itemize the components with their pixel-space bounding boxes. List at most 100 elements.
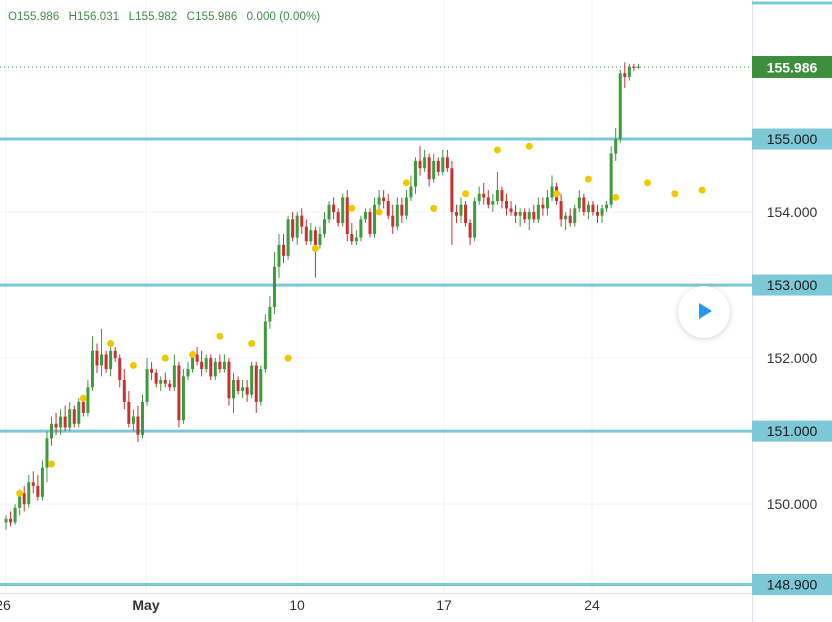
candle [327, 201, 331, 223]
candle-body [245, 387, 249, 395]
candle-body [118, 358, 122, 381]
candle [177, 361, 181, 428]
candle [614, 128, 618, 161]
candle-body [523, 212, 527, 220]
candle [45, 431, 49, 483]
candle [195, 347, 199, 366]
candle [414, 157, 417, 194]
candle [432, 153, 436, 183]
marker-dot [48, 460, 55, 468]
candle-body [427, 157, 431, 180]
candle-body [291, 219, 295, 238]
time-axis[interactable]: 26 May 10 17 24 [0, 593, 752, 622]
change-value: 0.000 (0.00%) [246, 11, 321, 23]
candle [596, 204, 599, 223]
candle-body [282, 244, 286, 256]
candle [200, 350, 204, 377]
candle-body [304, 226, 308, 242]
candle [345, 190, 349, 242]
candle [259, 365, 263, 406]
candle [359, 215, 363, 242]
price-axis-bg [752, 0, 832, 622]
candle-body [545, 197, 549, 209]
candle [304, 219, 308, 245]
candle [486, 190, 490, 209]
candle [136, 405, 140, 443]
candle [245, 380, 249, 402]
candle-body [13, 507, 17, 523]
candle [309, 222, 313, 245]
price-axis[interactable]: 148.900 150.000 151.000 152.000 153.000 154.0… [752, 0, 832, 622]
candle-body [541, 204, 545, 209]
candle [464, 201, 468, 227]
close-value: C155.986 [186, 11, 238, 23]
candle [505, 193, 508, 216]
candle [172, 354, 176, 391]
candle [186, 361, 190, 381]
candle-body [232, 380, 235, 399]
candle [427, 153, 431, 187]
candle-body [177, 365, 181, 421]
marker-dot [584, 175, 592, 183]
candle [573, 204, 577, 227]
candle-body [209, 358, 213, 377]
candle [204, 354, 208, 373]
candle [218, 354, 222, 373]
candle-body [450, 168, 454, 213]
candle-body [218, 361, 222, 370]
candle-body [168, 383, 172, 388]
last-price-bg [752, 55, 832, 78]
candle-body [68, 409, 72, 428]
candle-body [473, 201, 477, 238]
candle-body [222, 361, 226, 370]
candle [159, 376, 163, 391]
candle-body [204, 358, 208, 370]
candle [318, 226, 322, 249]
candle-body [40, 467, 44, 497]
candle-body [354, 237, 358, 242]
candle [168, 380, 172, 391]
candle-body [400, 204, 404, 216]
candle-body [632, 66, 636, 68]
candle-body [90, 350, 94, 388]
candle [181, 369, 185, 424]
candle [286, 215, 290, 260]
candle [31, 471, 35, 494]
candle [86, 380, 90, 417]
candle-body [86, 387, 90, 413]
candle-body [77, 401, 81, 424]
marker-dot [16, 489, 24, 497]
candle [113, 347, 117, 362]
candle [295, 212, 299, 245]
marker-dot [644, 179, 652, 187]
marker-dot [553, 190, 561, 198]
y-tick-label: 150.000 [767, 496, 818, 512]
candle [600, 204, 604, 223]
candle [545, 190, 549, 216]
candle-body [286, 219, 290, 256]
play-button[interactable] [678, 286, 730, 338]
last-price-label: 155.986 [767, 59, 818, 75]
candle-body [373, 204, 377, 234]
candle [482, 182, 486, 205]
candle-body [363, 212, 367, 220]
marker-dot [402, 179, 410, 187]
marker-dot [430, 204, 438, 212]
candle [54, 412, 58, 435]
candle-body [186, 369, 190, 377]
candle-body [382, 197, 386, 202]
candle [77, 398, 81, 428]
level-label: 153.000 [767, 277, 818, 293]
candle [268, 296, 272, 329]
candle [450, 160, 454, 245]
candle [104, 350, 108, 373]
candle-body [350, 233, 354, 242]
candle [95, 343, 99, 373]
level-label: 151.000 [767, 423, 818, 439]
candle [72, 405, 76, 428]
x-tick-label: 26 [0, 597, 11, 613]
x-tick-label: May [132, 597, 159, 613]
candle [9, 511, 13, 527]
